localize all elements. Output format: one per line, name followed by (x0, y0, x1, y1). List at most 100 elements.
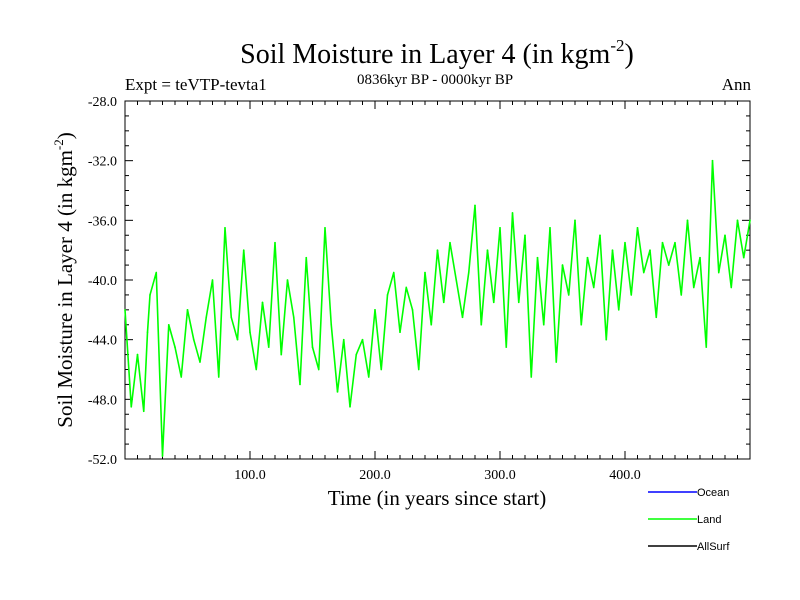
data-point-land (436, 249, 439, 251)
data-point-land (542, 323, 545, 326)
data-point-land (380, 368, 383, 371)
data-point-land (636, 226, 639, 229)
data-point-land (549, 226, 551, 229)
data-point-land (530, 376, 533, 378)
data-point-land (261, 301, 264, 304)
data-point-land (255, 368, 258, 371)
data-point-land (467, 271, 470, 274)
x-tick-label: 300.0 (484, 468, 516, 483)
data-point-land (461, 316, 464, 319)
data-point-land (280, 353, 283, 356)
data-point-land (561, 264, 564, 266)
data-point-land (199, 361, 201, 363)
data-point-land (224, 226, 226, 229)
data-point-land (599, 234, 601, 237)
data-point-land (424, 271, 426, 274)
data-point-land (292, 316, 295, 319)
data-point-land (124, 309, 126, 311)
data-point-land (705, 346, 708, 348)
data-point-land (174, 346, 176, 348)
data-point-land (499, 226, 501, 229)
data-point-land (667, 264, 670, 266)
series-line-land (124, 159, 751, 457)
data-point-land (617, 309, 620, 311)
data-point-land (274, 241, 276, 244)
data-point-land (155, 271, 158, 274)
data-point-land (586, 256, 589, 259)
data-point-land (742, 256, 745, 259)
data-point-land (311, 346, 314, 348)
data-point-land (449, 241, 451, 244)
data-point-land (230, 316, 233, 319)
data-point-land (717, 271, 720, 274)
data-points (124, 159, 751, 457)
data-point-land (367, 376, 370, 378)
data-point-land (386, 294, 389, 296)
data-point-land (749, 219, 751, 222)
legend: Ocean Land AllSurf (648, 487, 730, 553)
data-point-land (505, 346, 508, 348)
legend-item-ocean: Ocean (648, 487, 729, 499)
data-point-land (686, 219, 689, 222)
data-point-land (149, 294, 151, 296)
data-point-land (130, 405, 133, 408)
data-point-land (299, 383, 301, 386)
data-point-land (192, 338, 195, 341)
y-tick-label: -52.0 (88, 453, 117, 468)
data-point-land (624, 241, 626, 244)
data-point-land (317, 368, 320, 371)
data-point-land (567, 294, 570, 296)
data-point-land (555, 361, 558, 363)
data-point-land (455, 279, 458, 281)
x-axis-label: Time (in years since start) (328, 486, 547, 510)
legend-label-land: Land (697, 514, 721, 526)
data-point-land (630, 294, 633, 296)
data-point-land (349, 405, 351, 408)
legend-label-ocean: Ocean (697, 487, 729, 499)
y-tick-label: -28.0 (88, 95, 117, 110)
x-tick-label: 200.0 (359, 468, 391, 483)
data-point-land (492, 301, 495, 304)
data-point-land (411, 309, 414, 311)
data-point-land (399, 331, 401, 334)
data-point-land (142, 410, 145, 413)
data-point-land (611, 249, 614, 251)
data-point-land (661, 241, 664, 244)
experiment-label: Expt = teVTP-tevta1 (125, 75, 267, 94)
data-point-land (730, 286, 733, 289)
data-point-land (180, 376, 183, 378)
data-point-land (211, 279, 214, 281)
legend-label-allsurf: AllSurf (697, 541, 730, 553)
data-point-land (699, 256, 701, 259)
data-point-land (680, 294, 683, 296)
plot-frame (124, 100, 751, 460)
data-point-land (286, 279, 289, 281)
data-point-land (711, 159, 714, 162)
data-point-land (442, 301, 445, 304)
data-point-land (217, 376, 220, 378)
data-point-land (374, 309, 376, 311)
x-tick-label: 400.0 (609, 468, 641, 483)
x-axis: 100.0 200.0 300.0 400.0 (137, 101, 738, 483)
data-point-land (249, 331, 251, 334)
data-point-land (242, 249, 245, 251)
data-point-land (336, 391, 339, 393)
chart-title: Soil Moisture in Layer 4 (in kgm-2) (240, 36, 634, 70)
data-point-land (430, 323, 433, 326)
y-tick-label: -44.0 (88, 334, 117, 349)
data-point-land (186, 309, 189, 311)
season-label: Ann (722, 75, 752, 94)
data-point-land (474, 204, 476, 207)
data-point-land (692, 286, 695, 289)
data-point-land (605, 338, 608, 341)
legend-item-allsurf: AllSurf (648, 541, 730, 553)
data-point-land (649, 249, 651, 251)
data-point-land (205, 316, 208, 319)
chart-subtitle: 0836kyr BP - 0000kyr BP (357, 72, 513, 88)
x-tick-label: 100.0 (234, 468, 266, 483)
data-point-land (486, 249, 489, 251)
data-point-land (580, 323, 583, 326)
data-point-land (536, 256, 539, 259)
data-point-land (724, 234, 726, 237)
legend-item-land: Land (648, 514, 721, 526)
